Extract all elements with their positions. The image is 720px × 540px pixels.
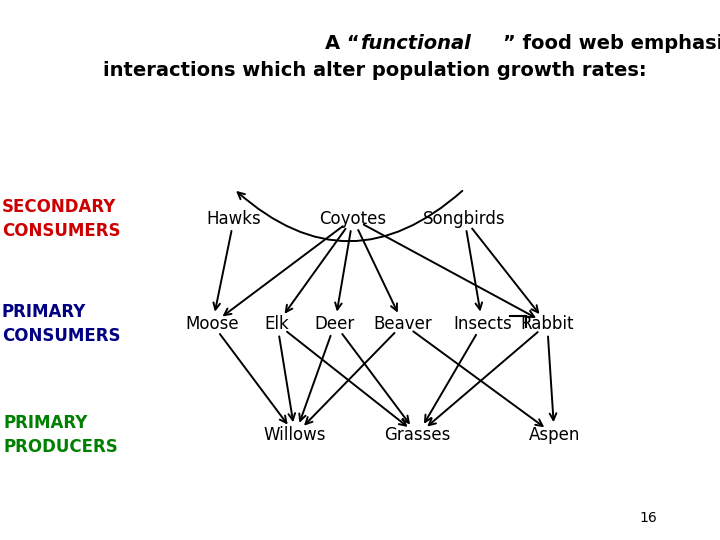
Text: SECONDARY
CONSUMERS: SECONDARY CONSUMERS xyxy=(2,198,120,240)
Text: Aspen: Aspen xyxy=(528,426,580,444)
Text: functional: functional xyxy=(360,33,471,53)
Text: ” food web emphasizes strong: ” food web emphasizes strong xyxy=(503,33,720,53)
Text: Rabbit: Rabbit xyxy=(521,315,574,333)
Text: 16: 16 xyxy=(639,511,657,525)
Text: Grasses: Grasses xyxy=(384,426,451,444)
Text: Moose: Moose xyxy=(186,315,239,333)
Text: PRIMARY
PRODUCERS: PRIMARY PRODUCERS xyxy=(4,414,119,456)
Text: PRIMARY
CONSUMERS: PRIMARY CONSUMERS xyxy=(2,303,120,345)
Text: interactions which alter population growth rates:: interactions which alter population grow… xyxy=(102,60,647,80)
Text: A “: A “ xyxy=(325,33,360,53)
Text: Beaver: Beaver xyxy=(374,315,433,333)
Text: Deer: Deer xyxy=(315,315,355,333)
Text: Insects: Insects xyxy=(453,315,512,333)
Text: Hawks: Hawks xyxy=(207,210,261,228)
Text: Elk: Elk xyxy=(265,315,289,333)
Text: Coyotes: Coyotes xyxy=(319,210,387,228)
Text: Songbirds: Songbirds xyxy=(423,210,505,228)
FancyArrowPatch shape xyxy=(238,191,462,241)
Text: Willows: Willows xyxy=(264,426,326,444)
